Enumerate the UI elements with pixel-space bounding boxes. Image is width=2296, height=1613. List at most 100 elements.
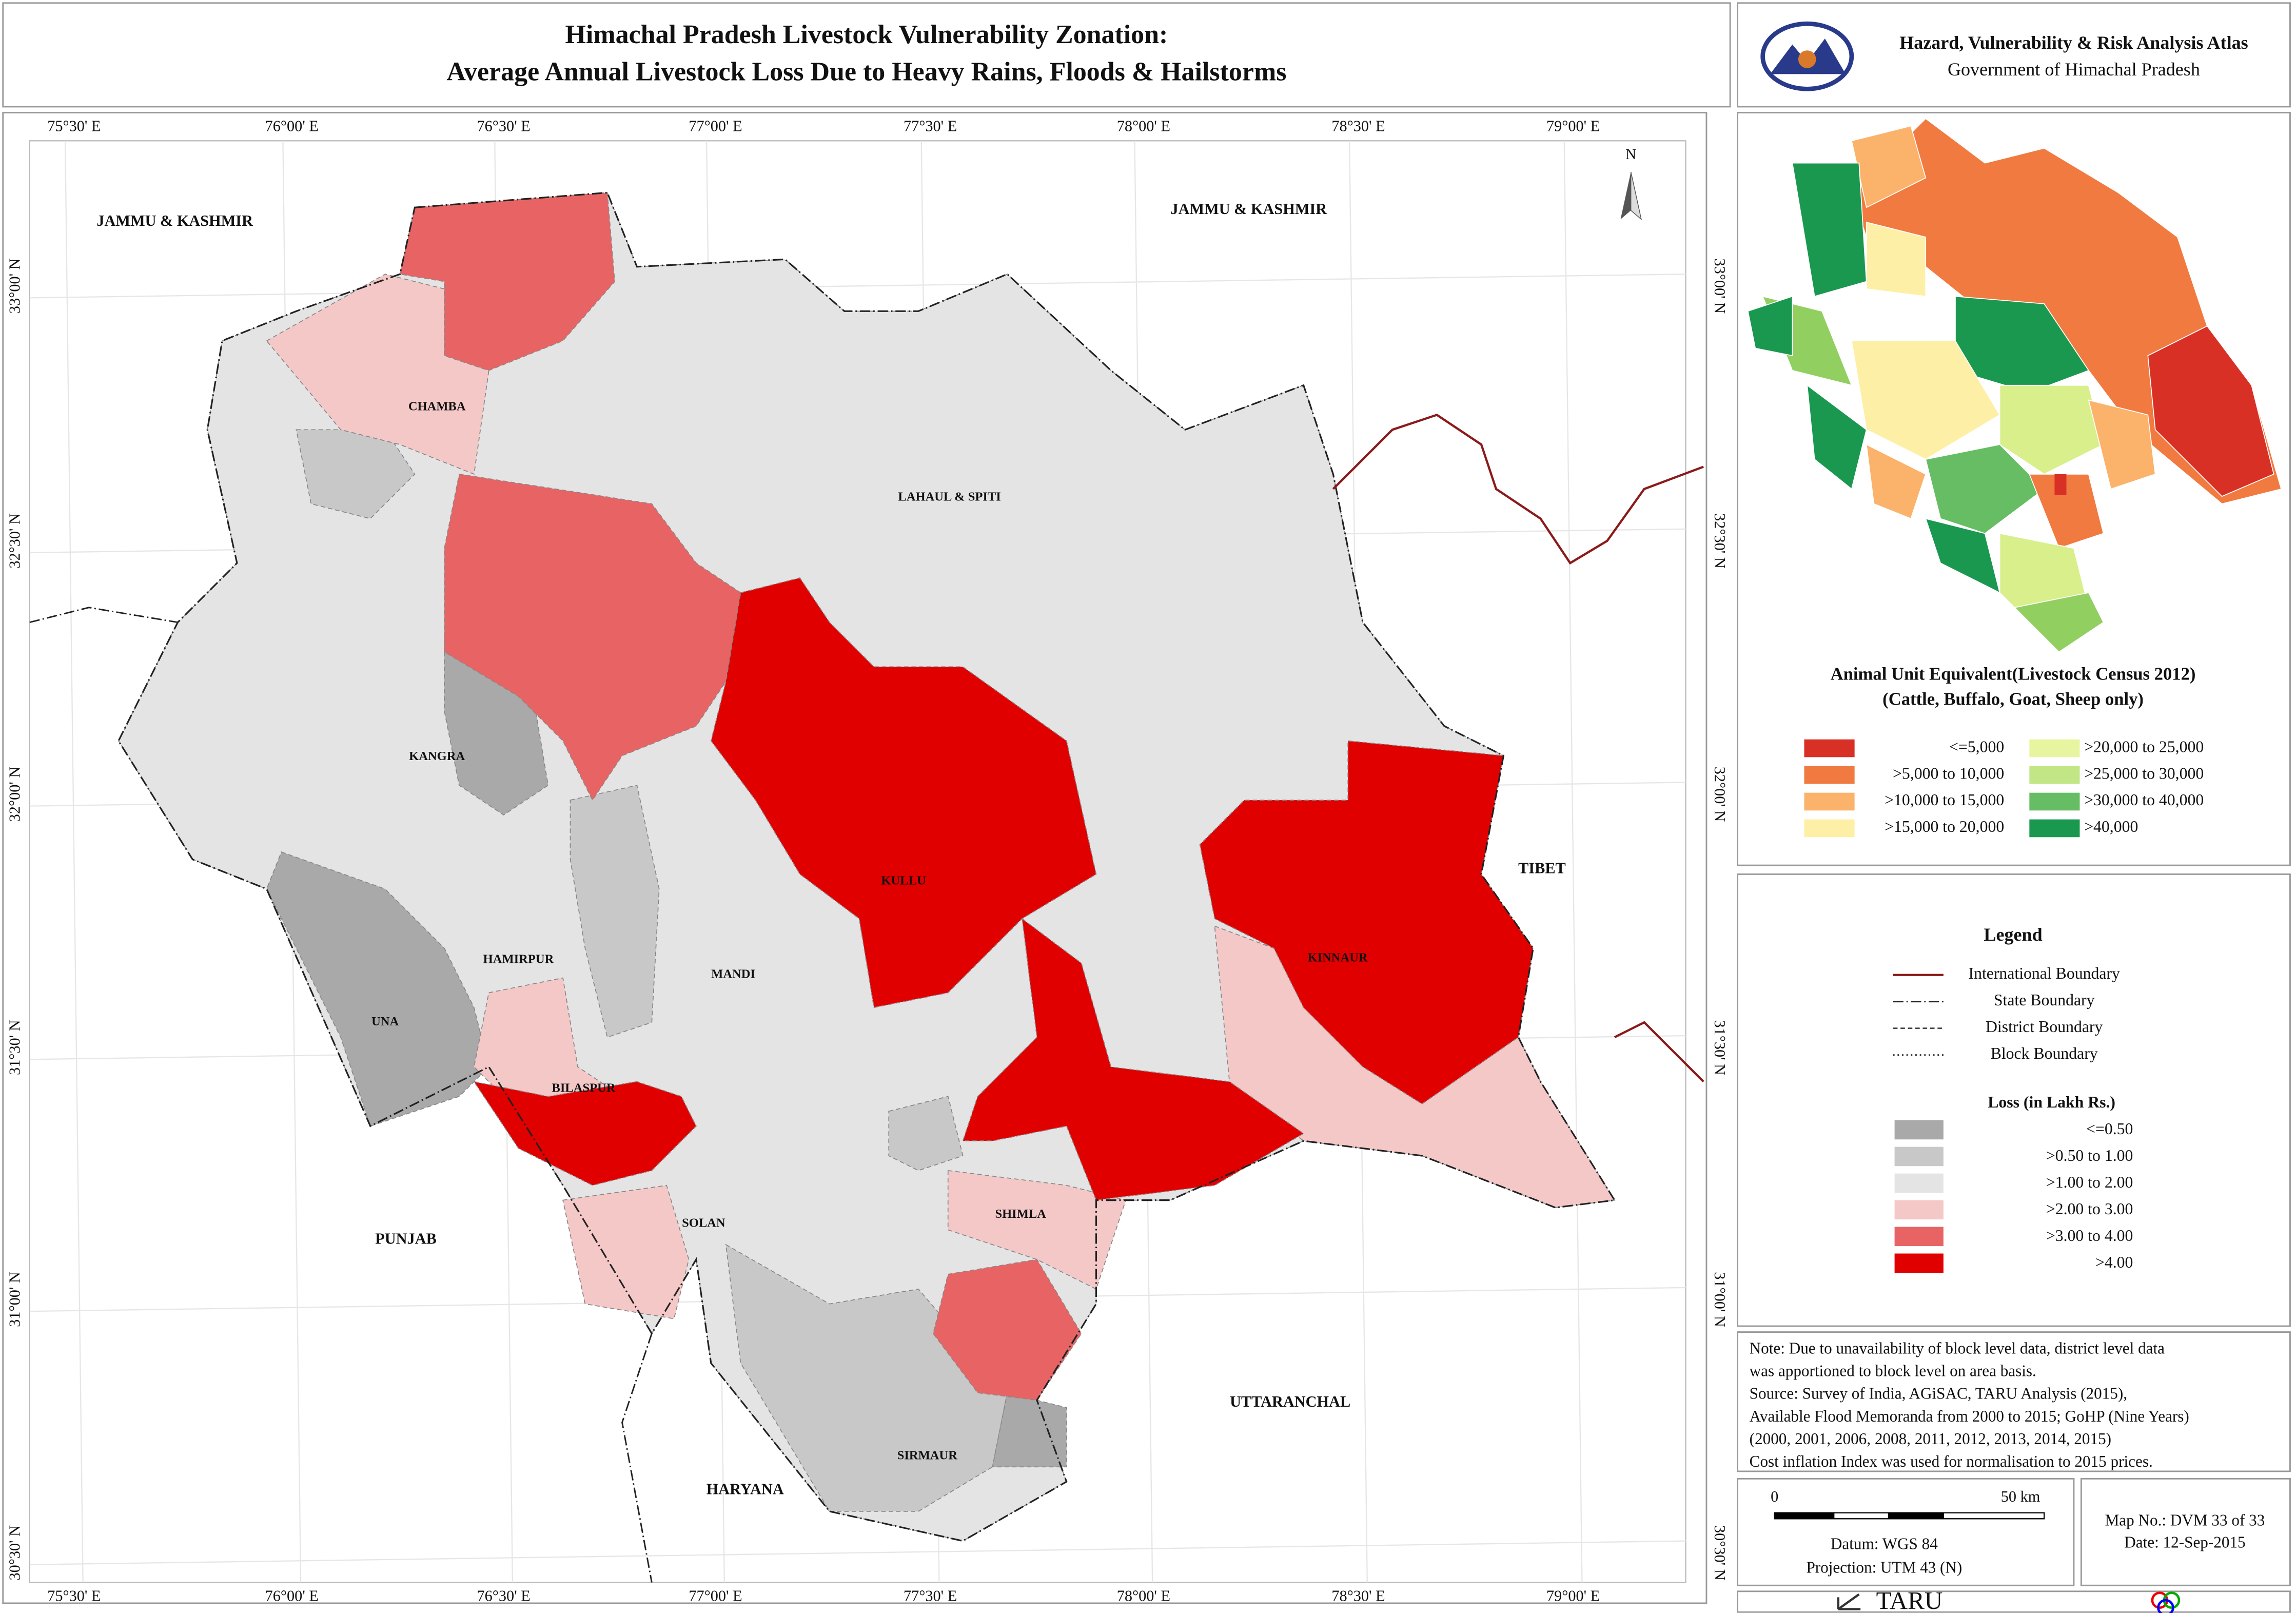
inset-swatch — [1804, 766, 1855, 784]
inset-class-label: >30,000 to 40,000 — [2084, 791, 2204, 809]
latitude-label: 33°00' N — [1711, 258, 1729, 314]
scale-label: 50 km — [2001, 1488, 2040, 1505]
block-area — [888, 1096, 964, 1171]
loss-class-label: >4.00 — [2095, 1253, 2133, 1271]
inset-class-label: >20,000 to 25,000 — [2084, 737, 2204, 755]
longitude-label: 75°30' E — [47, 1587, 101, 1604]
district-label: SHIMLA — [995, 1207, 1046, 1221]
district-label: SIRMAUR — [897, 1449, 957, 1463]
scale-bar — [1833, 1512, 1890, 1520]
inset-class-label: >15,000 to 20,000 — [1885, 818, 2004, 835]
latitude-label: 32°30' N — [6, 513, 24, 569]
north-arrow — [1620, 171, 1631, 220]
inset-swatch — [2029, 819, 2080, 838]
scale-bar — [1942, 1512, 2045, 1520]
scale-bar — [1774, 1512, 1835, 1520]
district-label: CHAMBA — [408, 400, 466, 414]
atlas-subtitle: Government of Himachal Pradesh — [1948, 59, 2200, 80]
legend-line-label: Block Boundary — [1991, 1044, 2098, 1062]
latitude-label: 32°30' N — [1711, 513, 1729, 569]
longitude-label: 79°00' E — [1546, 117, 1600, 134]
datum: Datum: WGS 84 — [1831, 1534, 1938, 1552]
international-boundary — [1332, 414, 1704, 565]
note-box — [1737, 1331, 2291, 1472]
logo-mountain — [1770, 38, 1846, 74]
inset-area — [1866, 443, 1927, 519]
loss-class-label: >0.50 to 1.00 — [2046, 1146, 2133, 1164]
longitude-label: 76°00' E — [265, 117, 319, 134]
loss-class-label: <=0.50 — [2086, 1120, 2133, 1138]
legend-title: Legend — [1984, 924, 2042, 945]
loss-swatch — [1894, 1200, 1944, 1220]
inset-swatch — [2029, 792, 2080, 811]
inset-swatch — [2029, 739, 2080, 757]
note-line: was apportioned to block level on area b… — [1750, 1362, 2036, 1380]
inset-class-label: >5,000 to 10,000 — [1893, 764, 2004, 782]
title-box — [2, 2, 1731, 108]
note-line: Cost inflation Index was used for normal… — [1750, 1452, 2153, 1470]
block-area — [399, 192, 616, 371]
latitude-label: 30°30' N — [6, 1525, 24, 1581]
north-arrow — [1630, 171, 1642, 221]
graticule — [29, 1540, 1686, 1565]
longitude-label: 77°30' E — [904, 117, 957, 134]
block-area — [266, 274, 489, 475]
latitude-label: 32°00' N — [6, 767, 24, 822]
latitude-label: 31°30' N — [1711, 1020, 1729, 1075]
longitude-label: 79°00' E — [1546, 1587, 1600, 1604]
inset-area — [2013, 592, 2104, 653]
inset-highlight — [2054, 474, 2067, 495]
longitude-label: 77°00' E — [689, 117, 742, 134]
inset-class-label: >10,000 to 15,000 — [1885, 791, 2004, 809]
block-area — [992, 1392, 1067, 1468]
longitude-label: 76°30' E — [477, 1587, 530, 1604]
legend-line-label: State Boundary — [1994, 991, 2095, 1009]
state-boundary — [29, 607, 178, 624]
neighbour-label: TIBET — [1518, 860, 1566, 877]
district-label: HAMIRPUR — [483, 953, 554, 966]
block-area — [710, 577, 1097, 1008]
projection: Projection: UTM 43 (N) — [1806, 1559, 1962, 1577]
block-area — [725, 1243, 1008, 1512]
inset-class-label: <=5,000 — [1949, 737, 2004, 755]
inset-title: (Cattle, Buffalo, Goat, Sheep only) — [1882, 690, 2144, 709]
inset-title: Animal Unit Equivalent(Livestock Census … — [1831, 665, 2196, 684]
map-date: Date: 12-Sep-2015 — [2124, 1533, 2245, 1551]
neighbour-label: HARYANA — [707, 1480, 784, 1498]
loss-swatch — [1894, 1227, 1944, 1247]
loss-class-label: >3.00 to 4.00 — [2046, 1227, 2133, 1245]
block-area — [1199, 740, 1534, 1104]
note-line: Source: Survey of India, AGiSAC, TARU An… — [1750, 1385, 2127, 1403]
block-area — [962, 918, 1305, 1201]
footer-box — [1737, 1590, 2291, 1613]
latitude-label: 32°00' N — [1711, 767, 1729, 822]
inset-area — [1851, 125, 1927, 208]
graticule — [29, 274, 1686, 299]
district-label: BILASPUR — [552, 1081, 615, 1095]
map-title: Himachal Pradesh Livestock Vulnerability… — [565, 20, 1168, 49]
inset-swatch — [2029, 766, 2080, 784]
loss-swatch — [1894, 1253, 1944, 1273]
international-boundary — [1614, 1021, 1704, 1083]
logo-emblem — [1798, 50, 1816, 68]
district-label: LAHAUL & SPITI — [898, 490, 1000, 504]
map-title: Average Annual Livestock Loss Due to Hea… — [446, 57, 1286, 86]
legend-box — [1737, 873, 2291, 1327]
scale-box — [1737, 1478, 2075, 1586]
district-label: UNA — [371, 1015, 399, 1028]
district-label: SOLAN — [682, 1216, 725, 1230]
block-area — [562, 1184, 690, 1319]
longitude-label: 77°00' E — [689, 1587, 742, 1604]
graticule — [1563, 141, 1583, 1583]
inset-area — [1807, 384, 1867, 490]
latitude-label: 31°00' N — [6, 1272, 24, 1327]
longitude-label: 78°30' E — [1331, 1587, 1385, 1604]
note-line: Note: Due to unavailability of block lev… — [1750, 1339, 2165, 1357]
neighbour-label: JAMMU & KASHMIR — [1171, 200, 1328, 218]
block-area — [570, 785, 660, 1038]
block-area — [932, 1259, 1082, 1401]
inset-area — [1866, 222, 1927, 297]
inset-swatch — [1804, 792, 1855, 811]
atlas-title: Hazard, Vulnerability & Risk Analysis At… — [1899, 32, 2248, 53]
